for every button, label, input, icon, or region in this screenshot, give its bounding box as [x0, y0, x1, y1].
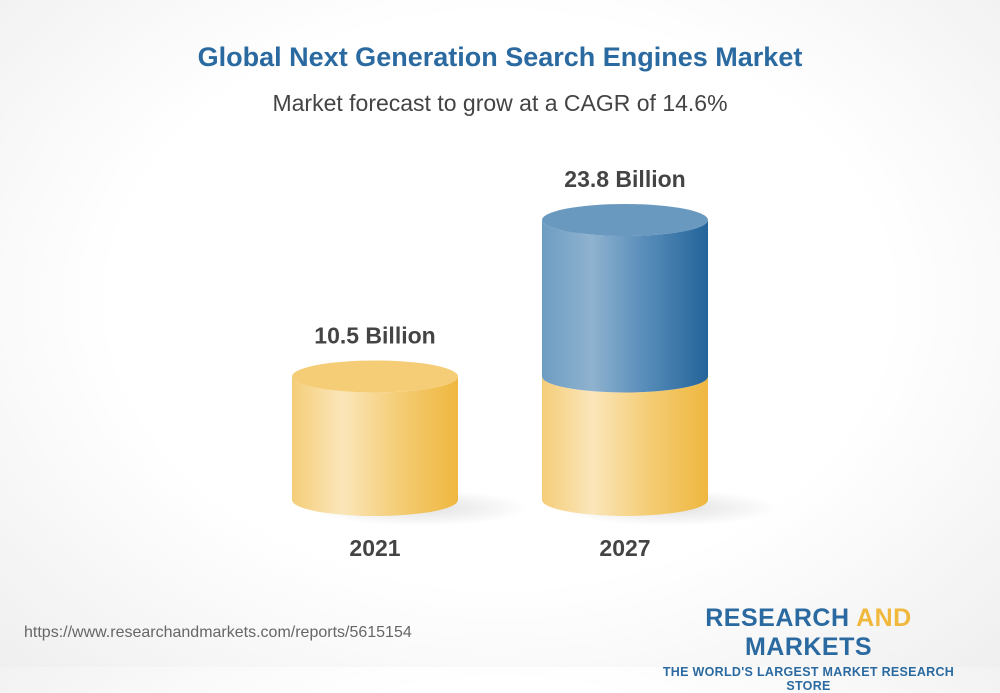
- research-and-markets-logo: RESEARCH AND MARKETS THE WORLD'S LARGEST…: [662, 604, 955, 693]
- category-label: 2027: [599, 535, 650, 561]
- cylinder-chart: 10.5 Billion 2021 23.8 Billion 2027: [292, 166, 780, 561]
- chart-title: Global Next Generation Search Engines Ma…: [197, 42, 803, 72]
- bar-base-segment-2027: [542, 376, 708, 516]
- bar-growth-segment-2027: [542, 220, 708, 393]
- category-label: 2021: [349, 535, 400, 561]
- data-label: 23.8 Billion: [564, 166, 685, 192]
- report-url[interactable]: https://www.researchandmarkets.com/repor…: [24, 624, 412, 641]
- bar-top-2021: [292, 360, 458, 393]
- bar-top-2027: [542, 204, 708, 236]
- chart-subtitle: Market forecast to grow at a CAGR of 14.…: [272, 90, 728, 116]
- data-label: 10.5 Billion: [314, 322, 435, 348]
- bar-base-segment-2021: [292, 376, 458, 516]
